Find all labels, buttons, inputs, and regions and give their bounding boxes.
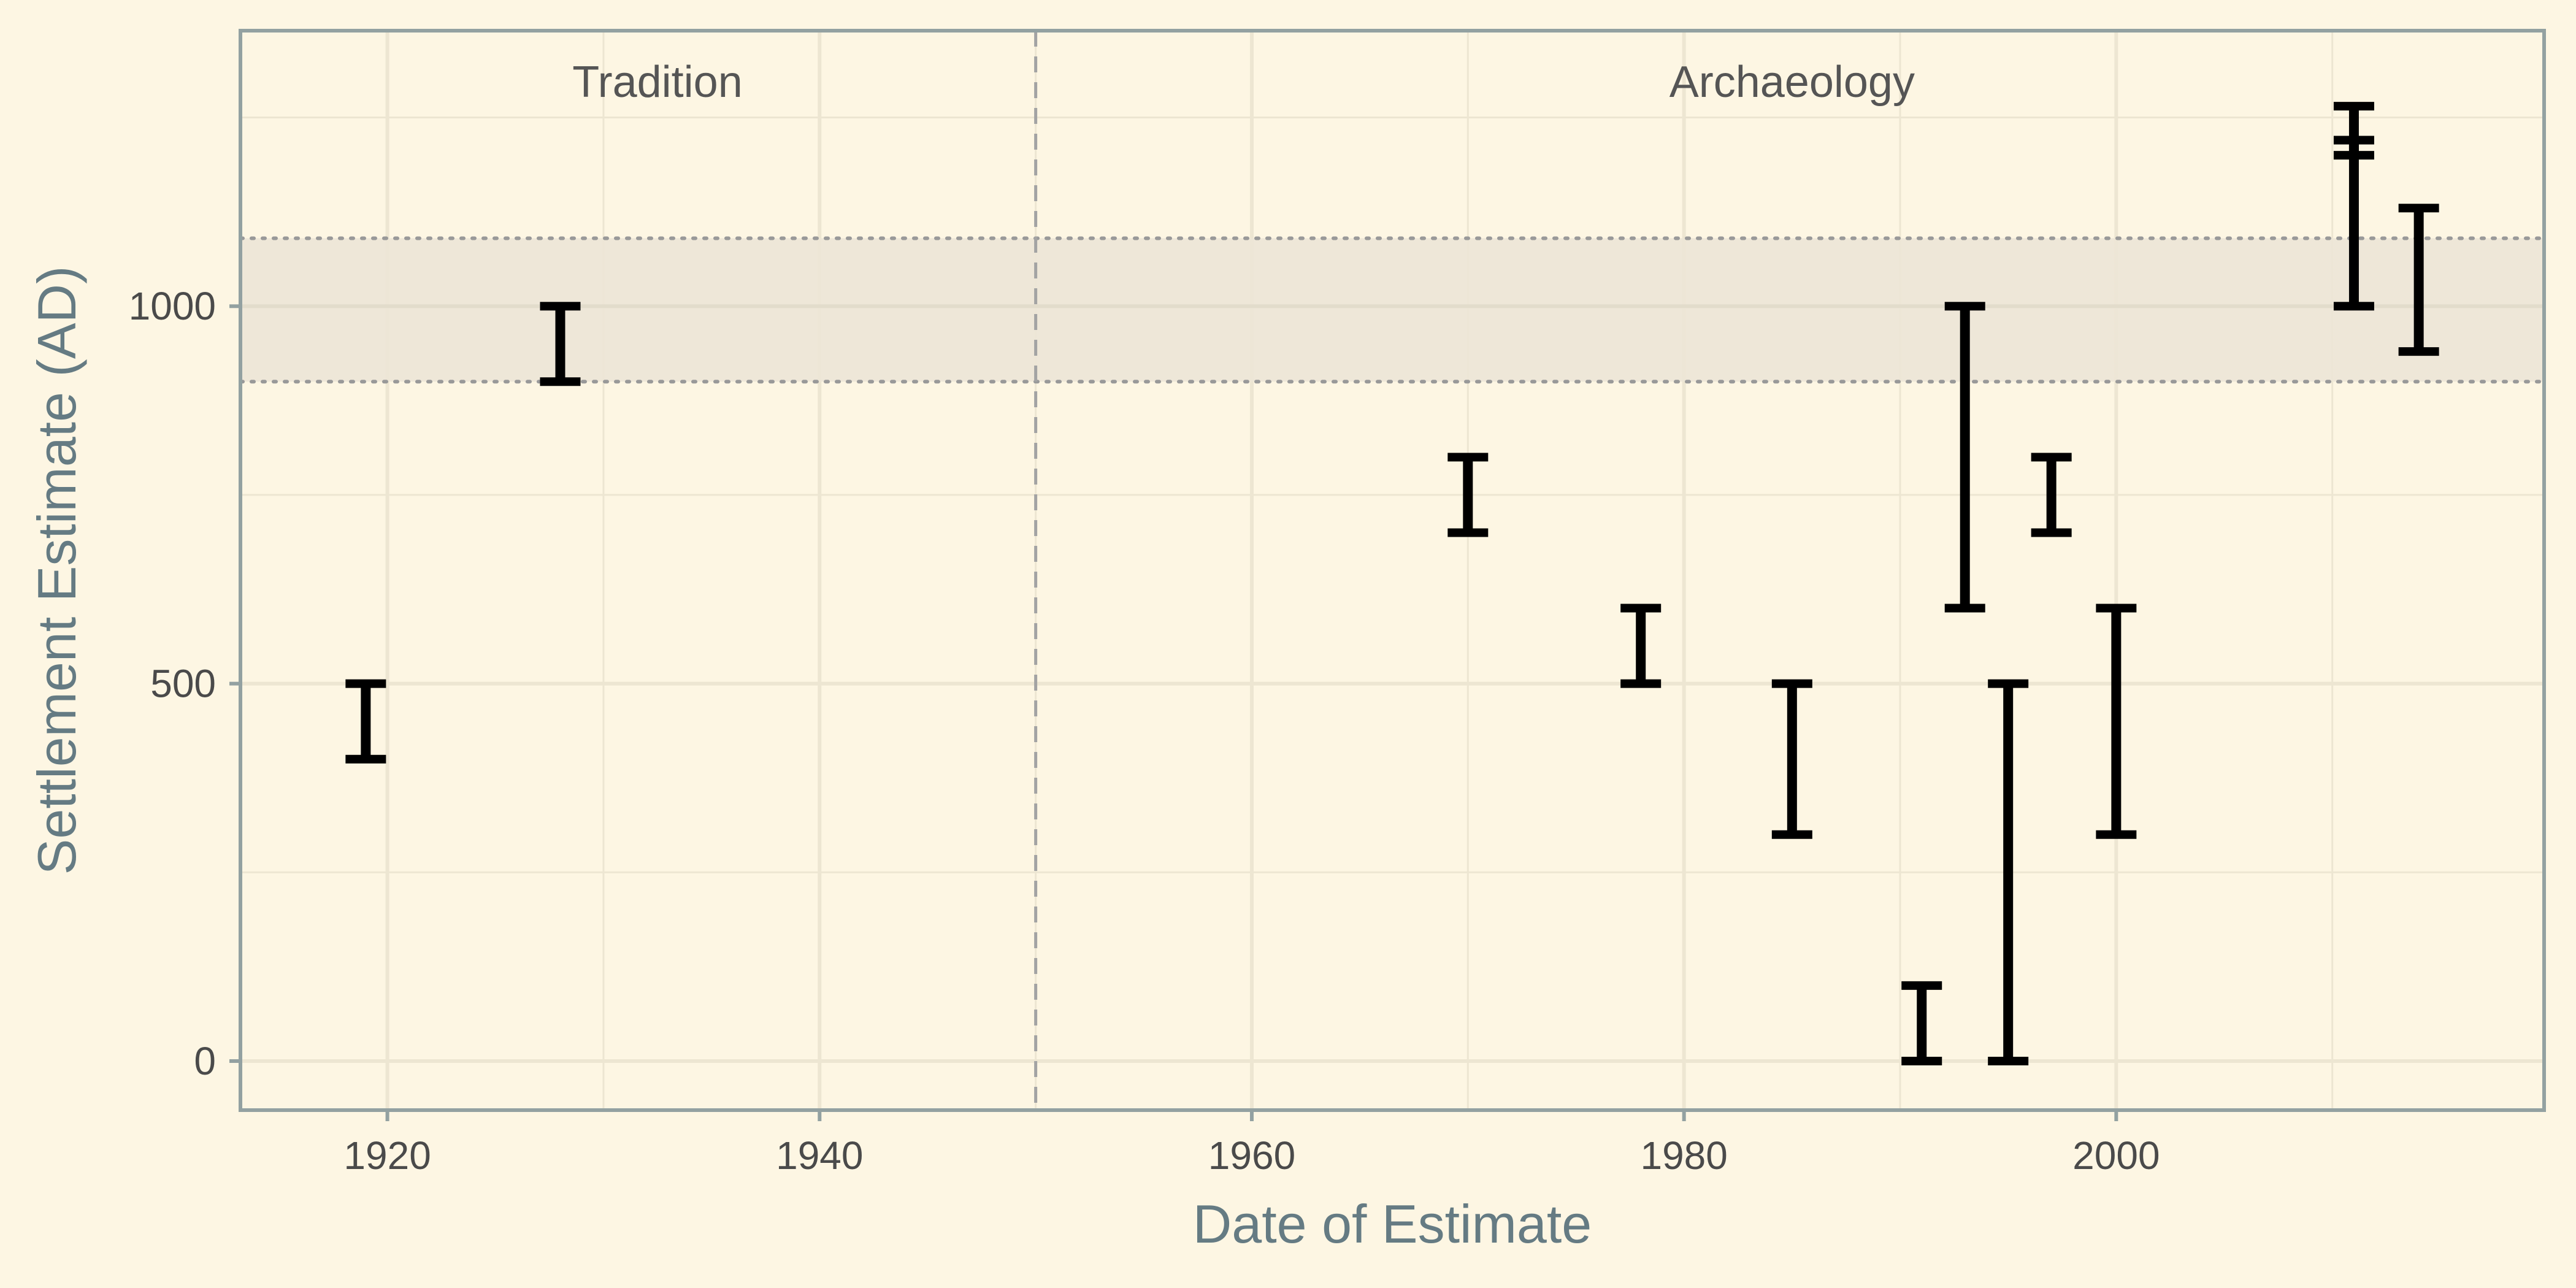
x-tick-label: 1960 bbox=[1208, 1133, 1295, 1178]
errorbar bbox=[2096, 604, 2137, 839]
errorbar bbox=[1620, 604, 1662, 688]
errorbar bbox=[1944, 302, 1985, 613]
errorbar bbox=[540, 302, 581, 386]
errorbar bbox=[1988, 679, 2029, 1065]
band-fill bbox=[240, 238, 2544, 382]
x-tick-label: 1940 bbox=[776, 1133, 863, 1178]
errorbar bbox=[1447, 453, 1489, 537]
x-axis-title: Date of Estimate bbox=[1193, 1194, 1592, 1254]
region-labels: Tradition Archaeology bbox=[572, 58, 1915, 107]
errorbar-series bbox=[345, 102, 2439, 1065]
y-axis-ticks: 0 500 1000 bbox=[129, 284, 240, 1083]
errorbar bbox=[2398, 204, 2439, 356]
y-axis-title: Settlement Estimate (AD) bbox=[26, 266, 87, 875]
y-tick-label: 1000 bbox=[129, 284, 216, 328]
x-tick-label: 2000 bbox=[2072, 1133, 2160, 1178]
x-axis-ticks: 1920 1940 1960 1980 2000 bbox=[343, 1110, 2160, 1178]
x-tick-label: 1920 bbox=[343, 1133, 431, 1178]
plot-panel-border bbox=[239, 29, 2546, 1112]
y-tick-label: 0 bbox=[194, 1039, 216, 1083]
y-tick-label: 500 bbox=[150, 662, 216, 706]
errorbar bbox=[345, 679, 386, 764]
errorbar bbox=[2333, 136, 2374, 311]
x-tick-label: 1980 bbox=[1640, 1133, 1727, 1178]
errorbar bbox=[2031, 453, 2072, 537]
region-label: Archaeology bbox=[1669, 58, 1915, 107]
errorbar bbox=[1771, 679, 1812, 839]
region-label: Tradition bbox=[572, 58, 742, 107]
reference-band bbox=[239, 236, 2546, 384]
errorbar bbox=[1901, 981, 1942, 1065]
